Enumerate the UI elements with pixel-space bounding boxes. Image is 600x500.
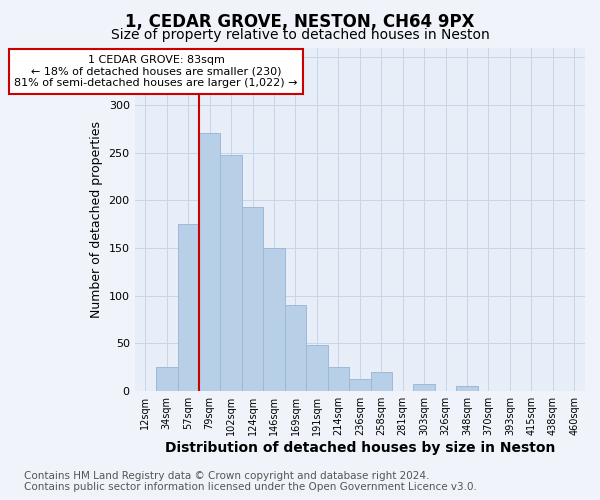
- Bar: [178, 224, 199, 391]
- Text: 1, CEDAR GROVE, NESTON, CH64 9PX: 1, CEDAR GROVE, NESTON, CH64 9PX: [125, 12, 475, 30]
- Bar: [285, 306, 306, 391]
- Bar: [220, 156, 242, 391]
- Bar: [328, 368, 349, 391]
- Bar: [306, 346, 328, 391]
- Bar: [199, 134, 220, 391]
- Y-axis label: Number of detached properties: Number of detached properties: [90, 121, 103, 318]
- Bar: [457, 386, 478, 391]
- Text: Size of property relative to detached houses in Neston: Size of property relative to detached ho…: [110, 28, 490, 42]
- Bar: [413, 384, 435, 391]
- X-axis label: Distribution of detached houses by size in Neston: Distribution of detached houses by size …: [164, 441, 555, 455]
- Bar: [349, 379, 371, 391]
- Bar: [263, 248, 285, 391]
- Bar: [242, 207, 263, 391]
- Bar: [156, 368, 178, 391]
- Text: Contains HM Land Registry data © Crown copyright and database right 2024.
Contai: Contains HM Land Registry data © Crown c…: [24, 471, 477, 492]
- Text: 1 CEDAR GROVE: 83sqm
← 18% of detached houses are smaller (230)
81% of semi-deta: 1 CEDAR GROVE: 83sqm ← 18% of detached h…: [14, 55, 298, 88]
- Bar: [371, 372, 392, 391]
